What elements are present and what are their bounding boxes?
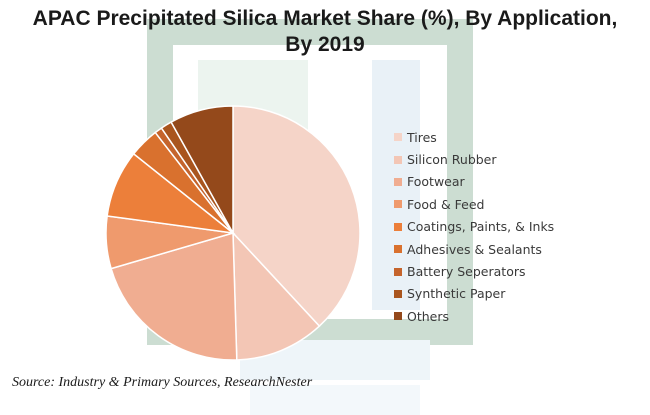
legend-swatch (394, 267, 402, 276)
legend-label: Adhesives & Sealants (407, 241, 542, 257)
legend-swatch (394, 177, 402, 186)
legend-label: Synthetic Paper (407, 286, 506, 302)
legend-swatch (394, 289, 402, 298)
chart-legend: Tires Silicon Rubber Footwear Food & Fee… (394, 126, 554, 328)
legend-item-silicon-rubber: Silicon Rubber (394, 148, 554, 170)
chart-title: APAC Precipitated Silica Market Share (%… (0, 6, 650, 58)
legend-swatch (394, 312, 402, 321)
legend-swatch (394, 200, 402, 209)
legend-label: Others (407, 308, 450, 324)
pie-slice-silicon-rubber (232, 231, 321, 361)
legend-label: Footwear (407, 174, 465, 190)
legend-item-others: Others (394, 305, 554, 327)
chart-title-line-1: APAC Precipitated Silica Market Share (%… (32, 7, 618, 30)
legend-label: Tires (407, 129, 437, 145)
legend-swatch (394, 245, 402, 254)
pie-slice-others (170, 105, 234, 236)
legend-item-synthetic-paper: Synthetic Paper (394, 283, 554, 305)
legend-swatch (394, 133, 402, 142)
legend-item-adhesives: Adhesives & Sealants (394, 238, 554, 260)
legend-label: Food & Feed (407, 196, 485, 212)
chart-title-line-2: By 2019 (285, 33, 365, 56)
legend-item-battery: Battery Seperators (394, 260, 554, 282)
legend-item-tires: Tires (394, 126, 554, 148)
legend-item-food-feed: Food & Feed (394, 193, 554, 215)
legend-item-footwear: Footwear (394, 171, 554, 193)
legend-item-coatings: Coatings, Paints, & Inks (394, 216, 554, 238)
pie-slice-tires (232, 105, 361, 328)
legend-label: Battery Seperators (407, 264, 526, 280)
pie-slice-footwear (110, 232, 238, 361)
source-note: Source: Industry & Primary Sources, Rese… (12, 375, 313, 390)
legend-label: Coatings, Paints, & Inks (407, 219, 555, 235)
legend-swatch (394, 155, 402, 164)
legend-swatch (394, 222, 402, 231)
legend-label: Silicon Rubber (407, 152, 497, 168)
